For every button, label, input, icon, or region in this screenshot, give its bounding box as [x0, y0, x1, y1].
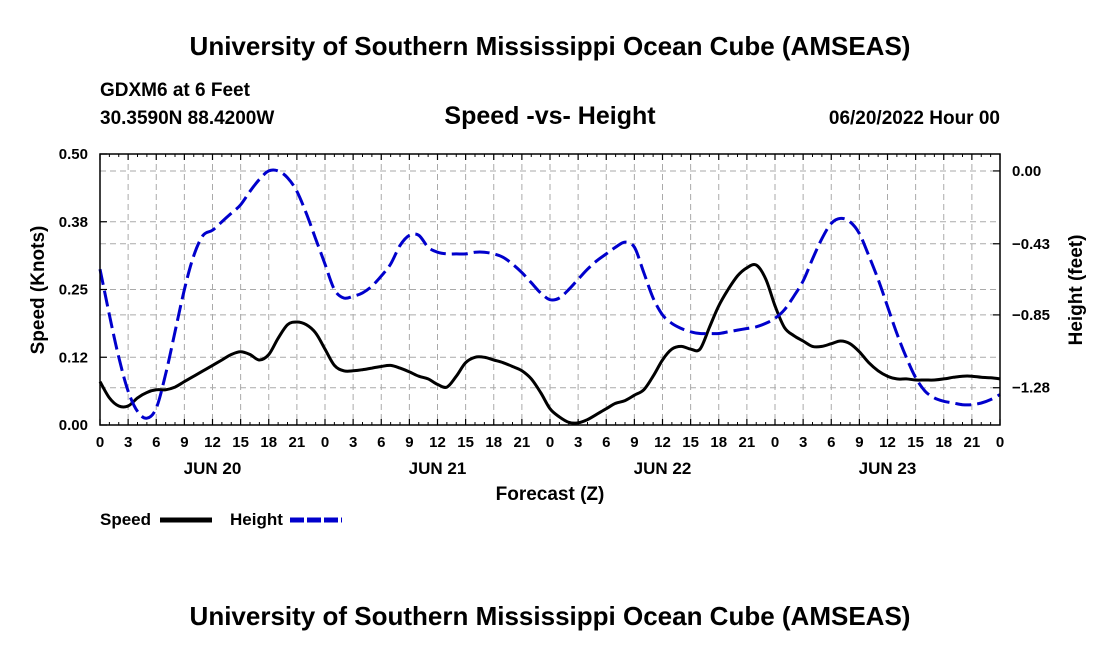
y-right-tick-label: 0.00	[1012, 163, 1041, 180]
x-tick-label: 0	[321, 434, 329, 451]
series-line-speed	[98, 263, 1001, 425]
x-tick-label: 12	[204, 434, 221, 451]
y-left-tick-label: 0.12	[59, 349, 88, 366]
location-label: 30.3590N 88.4200W	[100, 108, 274, 129]
y-axis-right-title: Height (feet)	[1066, 235, 1087, 346]
y-right-tick-label: −1.28	[1012, 380, 1050, 397]
date-label: JUN 20	[184, 459, 242, 478]
x-tick-label: 0	[546, 434, 554, 451]
x-tick-label: 3	[349, 434, 357, 451]
series-line-height	[98, 168, 1001, 420]
x-tick-label: 9	[180, 434, 188, 451]
x-tick-label: 0	[96, 434, 104, 451]
x-tick-label: 15	[232, 434, 249, 451]
x-tick-label: 0	[771, 434, 779, 451]
x-tick-label: 3	[799, 434, 807, 451]
date-label: JUN 23	[859, 459, 917, 478]
x-tick-label: 0	[996, 434, 1004, 451]
x-tick-label: 21	[514, 434, 531, 451]
x-tick-label: 15	[457, 434, 474, 451]
axes: 0 3 6 9 12 15 18 21 0 3 6 9 12 15 18 21 0 3 6 9 12 15 18 21 0 3 6 9…	[59, 146, 1050, 478]
y-left-tick-label: 0.38	[59, 214, 88, 231]
x-tick-label: 9	[855, 434, 863, 451]
x-tick-label: 18	[485, 434, 502, 451]
x-tick-label: 15	[907, 434, 924, 451]
x-tick-label: 12	[654, 434, 671, 451]
date-label: JUN 22	[634, 459, 692, 478]
x-tick-label: 18	[260, 434, 277, 451]
datetime-label: 06/20/2022 Hour 00	[829, 108, 1000, 129]
x-tick-label: 3	[124, 434, 132, 451]
x-tick-label: 12	[429, 434, 446, 451]
x-tick-label: 6	[602, 434, 610, 451]
x-tick-label: 6	[377, 434, 385, 451]
x-tick-label: 21	[964, 434, 981, 451]
y-right-tick-label: −0.43	[1012, 236, 1050, 253]
y-left-tick-label: 0.25	[59, 282, 88, 299]
x-tick-label: 9	[630, 434, 638, 451]
date-label: JUN 21	[409, 459, 467, 478]
x-tick-label: 18	[935, 434, 952, 451]
x-tick-label: 21	[289, 434, 306, 451]
x-tick-label: 18	[710, 434, 727, 451]
x-tick-label: 6	[827, 434, 835, 451]
main-title: University of Southern Mississippi Ocean…	[190, 31, 911, 61]
x-tick-label: 12	[879, 434, 896, 451]
y-right-tick-label: −0.85	[1012, 307, 1050, 324]
x-tick-label: 3	[574, 434, 582, 451]
y-left-tick-label: 0.50	[59, 146, 88, 163]
grid	[100, 154, 1000, 425]
x-axis-title: Forecast (Z)	[496, 484, 605, 505]
station-label: GDXM6 at 6 Feet	[100, 80, 251, 101]
footer-title: University of Southern Mississippi Ocean…	[190, 601, 911, 631]
x-tick-label: 6	[152, 434, 160, 451]
series-layer	[98, 168, 1001, 425]
y-axis-left-title: Speed (Knots)	[28, 226, 49, 355]
x-tick-label: 9	[405, 434, 413, 451]
chart-subtitle: Speed -vs- Height	[444, 102, 656, 130]
x-tick-label: 15	[682, 434, 699, 451]
legend-label-speed: Speed	[100, 510, 151, 529]
legend: Speed Height	[100, 510, 342, 529]
x-tick-label: 21	[739, 434, 756, 451]
legend-label-height: Height	[230, 510, 283, 529]
y-left-tick-label: 0.00	[59, 417, 88, 434]
